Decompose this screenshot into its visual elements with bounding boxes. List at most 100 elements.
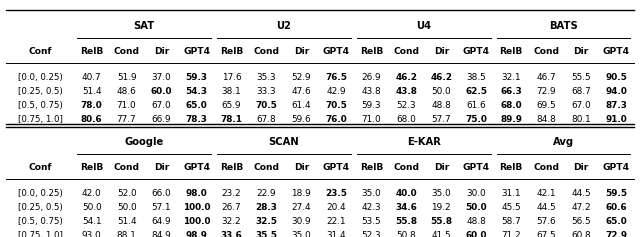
- Text: 84.9: 84.9: [152, 231, 172, 237]
- Text: 31.1: 31.1: [501, 189, 521, 198]
- Text: 46.7: 46.7: [536, 73, 556, 82]
- Text: 87.3: 87.3: [605, 101, 627, 110]
- Text: 51.9: 51.9: [116, 73, 136, 82]
- Text: 60.0: 60.0: [151, 87, 172, 96]
- Text: 64.9: 64.9: [152, 217, 172, 226]
- Text: 57.7: 57.7: [431, 115, 451, 124]
- Text: 59.3: 59.3: [186, 73, 207, 82]
- Text: 68.0: 68.0: [396, 115, 416, 124]
- Text: Cond: Cond: [533, 163, 559, 172]
- Text: 30.9: 30.9: [292, 217, 311, 226]
- Text: 84.8: 84.8: [536, 115, 556, 124]
- Text: 72.9: 72.9: [536, 87, 556, 96]
- Text: 42.1: 42.1: [536, 189, 556, 198]
- Text: Dir: Dir: [154, 163, 169, 172]
- Text: 69.5: 69.5: [536, 101, 556, 110]
- Text: 70.5: 70.5: [255, 101, 277, 110]
- Text: GPT4: GPT4: [323, 163, 350, 172]
- Text: 52.9: 52.9: [292, 73, 311, 82]
- Text: 91.0: 91.0: [605, 115, 627, 124]
- Text: Cond: Cond: [253, 163, 280, 172]
- Text: [0.0, 0.25): [0.0, 0.25): [18, 73, 63, 82]
- Text: 45.5: 45.5: [501, 203, 521, 212]
- Text: RelB: RelB: [500, 163, 523, 172]
- Text: 60.8: 60.8: [572, 231, 591, 237]
- Text: 28.3: 28.3: [255, 203, 277, 212]
- Text: 23.5: 23.5: [325, 189, 348, 198]
- Text: 50.0: 50.0: [465, 203, 487, 212]
- Text: [0.25, 0.5): [0.25, 0.5): [18, 87, 63, 96]
- Text: RelB: RelB: [360, 47, 383, 56]
- Text: [0.75, 1.0]: [0.75, 1.0]: [18, 115, 63, 124]
- Text: Cond: Cond: [533, 47, 559, 56]
- Text: 43.8: 43.8: [362, 87, 381, 96]
- Text: 78.3: 78.3: [186, 115, 207, 124]
- Text: 67.0: 67.0: [152, 101, 172, 110]
- Text: 59.6: 59.6: [292, 115, 311, 124]
- Text: 50.0: 50.0: [116, 203, 136, 212]
- Text: Cond: Cond: [394, 47, 419, 56]
- Text: GPT4: GPT4: [323, 47, 350, 56]
- Text: Dir: Dir: [434, 47, 449, 56]
- Text: 72.9: 72.9: [605, 231, 627, 237]
- Text: 65.0: 65.0: [186, 101, 207, 110]
- Text: 48.8: 48.8: [467, 217, 486, 226]
- Text: 22.9: 22.9: [257, 189, 276, 198]
- Text: 100.0: 100.0: [183, 217, 211, 226]
- Text: 57.1: 57.1: [152, 203, 172, 212]
- Text: 93.0: 93.0: [82, 231, 101, 237]
- Text: 47.6: 47.6: [292, 87, 311, 96]
- Text: 100.0: 100.0: [183, 203, 211, 212]
- Text: 90.5: 90.5: [605, 73, 627, 82]
- Text: Conf: Conf: [29, 163, 52, 172]
- Text: [0.25, 0.5): [0.25, 0.5): [18, 203, 63, 212]
- Text: Dir: Dir: [294, 163, 309, 172]
- Text: SCAN: SCAN: [269, 137, 300, 147]
- Text: Dir: Dir: [573, 163, 589, 172]
- Text: RelB: RelB: [80, 163, 103, 172]
- Text: Dir: Dir: [294, 47, 309, 56]
- Text: 22.1: 22.1: [326, 217, 346, 226]
- Text: Dir: Dir: [573, 47, 589, 56]
- Text: 48.6: 48.6: [116, 87, 136, 96]
- Text: 38.5: 38.5: [467, 73, 486, 82]
- Text: 26.7: 26.7: [221, 203, 241, 212]
- Text: 26.9: 26.9: [362, 73, 381, 82]
- Text: 37.0: 37.0: [152, 73, 172, 82]
- Text: 18.9: 18.9: [292, 189, 311, 198]
- Text: Avg: Avg: [553, 137, 574, 147]
- Text: 76.0: 76.0: [326, 115, 348, 124]
- Text: 65.9: 65.9: [221, 101, 241, 110]
- Text: 52.3: 52.3: [397, 101, 416, 110]
- Text: 78.1: 78.1: [221, 115, 243, 124]
- Text: 94.0: 94.0: [605, 87, 627, 96]
- Text: 59.5: 59.5: [605, 189, 627, 198]
- Text: GPT4: GPT4: [463, 47, 490, 56]
- Text: Cond: Cond: [113, 163, 140, 172]
- Text: 38.1: 38.1: [221, 87, 241, 96]
- Text: GPT4: GPT4: [603, 47, 630, 56]
- Text: U2: U2: [276, 21, 291, 31]
- Text: 23.2: 23.2: [221, 189, 241, 198]
- Text: GPT4: GPT4: [183, 163, 210, 172]
- Text: 67.8: 67.8: [257, 115, 276, 124]
- Text: [0.0, 0.25): [0.0, 0.25): [18, 189, 63, 198]
- Text: 98.0: 98.0: [186, 189, 207, 198]
- Text: 57.6: 57.6: [536, 217, 556, 226]
- Text: 89.9: 89.9: [500, 115, 522, 124]
- Text: 55.5: 55.5: [572, 73, 591, 82]
- Text: 88.1: 88.1: [116, 231, 136, 237]
- Text: 20.4: 20.4: [326, 203, 346, 212]
- Text: Google: Google: [124, 137, 164, 147]
- Text: 47.2: 47.2: [572, 203, 591, 212]
- Text: 31.4: 31.4: [326, 231, 346, 237]
- Text: 35.0: 35.0: [292, 231, 311, 237]
- Text: 59.3: 59.3: [362, 101, 381, 110]
- Text: GPT4: GPT4: [603, 163, 630, 172]
- Text: 35.0: 35.0: [431, 189, 451, 198]
- Text: 70.5: 70.5: [326, 101, 348, 110]
- Text: 61.4: 61.4: [292, 101, 311, 110]
- Text: 78.0: 78.0: [81, 101, 102, 110]
- Text: 55.8: 55.8: [396, 217, 417, 226]
- Text: GPT4: GPT4: [463, 163, 490, 172]
